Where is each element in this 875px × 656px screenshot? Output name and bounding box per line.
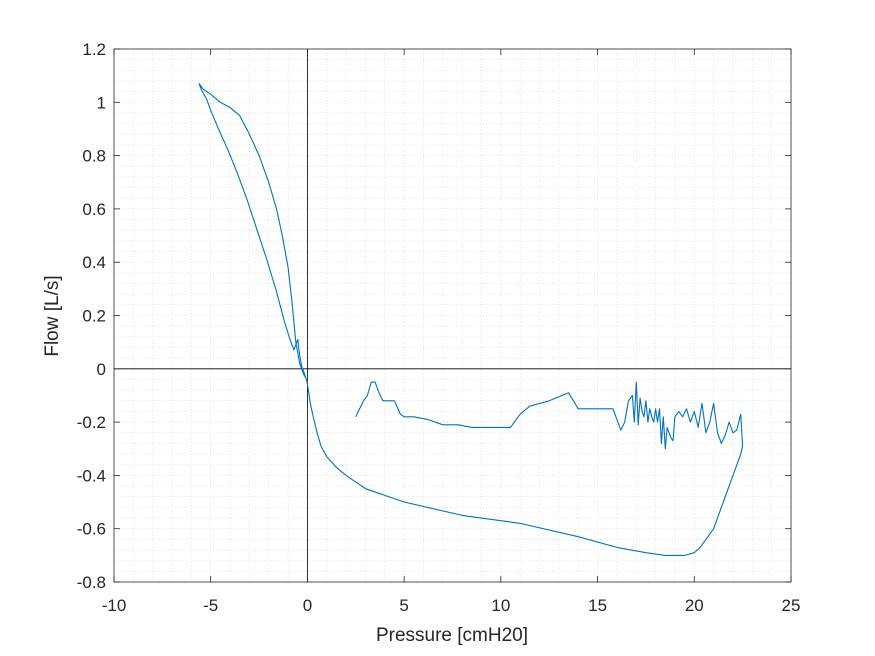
x-tick-label: 10 bbox=[491, 596, 510, 615]
y-tick-label: 0.6 bbox=[82, 200, 106, 219]
y-axis-title: Flow [L/s] bbox=[42, 275, 63, 356]
y-tick-label: -0.8 bbox=[77, 573, 106, 592]
plot-area bbox=[114, 49, 791, 582]
x-tick-label: 5 bbox=[399, 596, 408, 615]
y-tick-label: -0.6 bbox=[77, 520, 106, 539]
series-line bbox=[198, 83, 744, 556]
y-ticks: -0.8 -0.6 -0.4 -0.2 0 0.2 0.4 0.6 0.8 1 1.2 bbox=[77, 40, 791, 592]
x-tick-label: 20 bbox=[685, 596, 704, 615]
y-tick-label: 1.2 bbox=[82, 40, 106, 59]
x-ticks: -10 -5 0 5 10 15 20 25 bbox=[102, 49, 801, 615]
series-group bbox=[198, 83, 744, 556]
x-tick-label: -5 bbox=[203, 596, 218, 615]
x-axis-title: Pressure [cmH20] bbox=[376, 625, 528, 646]
y-tick-label: 0.8 bbox=[82, 147, 106, 166]
reference-lines bbox=[114, 49, 791, 582]
y-tick-label: 0.4 bbox=[82, 253, 106, 272]
y-tick-label: -0.2 bbox=[77, 413, 106, 432]
x-tick-label: -10 bbox=[102, 596, 127, 615]
y-tick-label: 1 bbox=[97, 93, 106, 112]
minor-grid bbox=[114, 49, 791, 582]
x-tick-label: 15 bbox=[588, 596, 607, 615]
y-tick-label: -0.4 bbox=[77, 466, 106, 485]
x-tick-label: 25 bbox=[782, 596, 801, 615]
y-tick-label: 0 bbox=[97, 360, 106, 379]
x-tick-label: 0 bbox=[303, 596, 312, 615]
y-tick-label: 0.2 bbox=[82, 307, 106, 326]
